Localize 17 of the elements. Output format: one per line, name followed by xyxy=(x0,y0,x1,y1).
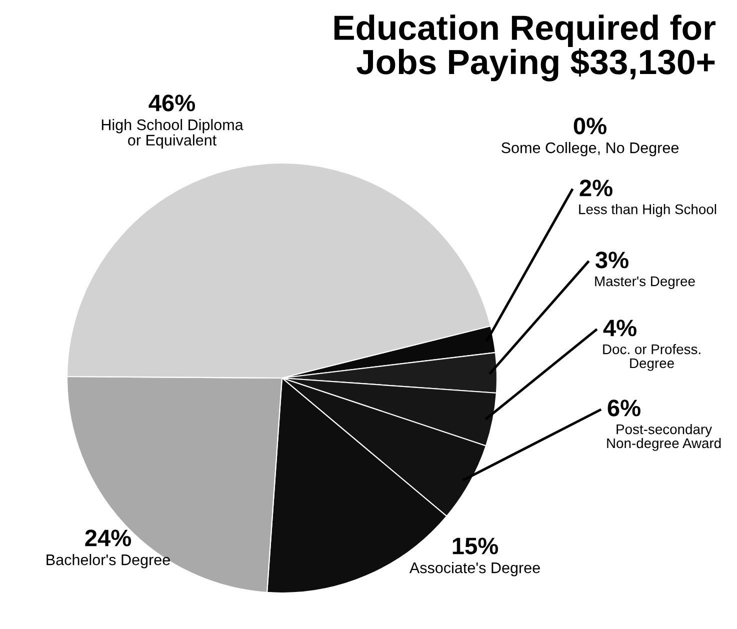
slice-label: Doc. or Profess. Degree xyxy=(603,344,700,371)
data-label: 2% xyxy=(580,180,612,196)
slice-label: High School Diploma or Equivalent xyxy=(102,119,244,149)
data-label: 6% xyxy=(608,400,640,416)
chart-title: Education Required for Jobs Paying $33,130+ xyxy=(334,14,716,82)
category-label: Some College, No Degree xyxy=(502,142,678,156)
slice-label: Bachelor's Degree xyxy=(46,554,170,568)
slice-label: Less than High School xyxy=(579,204,716,217)
slice-label: Master's Degree xyxy=(595,276,695,289)
slice-label: Associate's Degree xyxy=(409,562,540,576)
data-label: 4% xyxy=(603,320,636,336)
slice-label: Post-secondary Non-degree Award xyxy=(607,424,721,451)
data-label: 24% xyxy=(85,530,132,546)
data-label: 15% xyxy=(452,538,498,554)
data-label: 3% xyxy=(595,252,628,268)
data-label: 46% xyxy=(148,94,196,112)
text: 0% xyxy=(574,118,606,134)
